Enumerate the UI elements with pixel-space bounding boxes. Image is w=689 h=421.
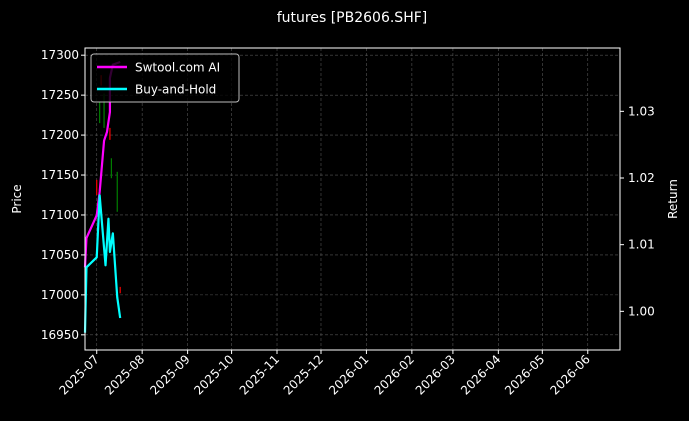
- chart-title: futures [PB2606.SHF]: [277, 10, 428, 26]
- y-tick-label-left: 17250: [41, 88, 79, 102]
- x-tick-label: 2026-05: [502, 352, 547, 397]
- y-axis-label-right: Return: [666, 179, 680, 219]
- x-tick-label: 2025-10: [191, 352, 236, 397]
- y-tick-label-right: 1.02: [628, 171, 655, 185]
- y-tick-label-left: 17150: [41, 168, 79, 182]
- legend-label-swtool: Swtool.com AI: [135, 61, 220, 75]
- candles: [96, 75, 121, 294]
- y-tick-label-left: 17050: [41, 248, 79, 262]
- x-tick-label: 2026-01: [326, 352, 371, 397]
- series-line-buy-and-hold: [83, 194, 122, 333]
- series-lines: [83, 60, 122, 333]
- y-tick-label-left: 17000: [41, 288, 79, 302]
- legend: Swtool.com AI Buy-and-Hold: [90, 53, 240, 103]
- x-tick-label: 2025-07: [56, 352, 101, 397]
- x-tick-label: 2025-08: [102, 352, 147, 397]
- x-tick-label: 2025-09: [147, 352, 192, 397]
- plot-frame: [84, 47, 621, 351]
- x-tick-label: 2026-04: [458, 352, 503, 397]
- x-tick-label: 2025-11: [237, 352, 282, 397]
- y-tick-label-right: 1.01: [628, 238, 655, 252]
- y-tick-label-left: 17200: [41, 128, 79, 142]
- y-tick-label-left: 17300: [41, 48, 79, 62]
- y-tick-label-left: 16950: [41, 328, 79, 342]
- y-axis-label-left: Price: [10, 184, 24, 213]
- y-tick-label-right: 1.00: [628, 304, 655, 318]
- x-tick-label: 2026-06: [548, 352, 593, 397]
- x-tick-label: 2025-12: [281, 352, 326, 397]
- grid: [85, 48, 620, 350]
- y-tick-label-right: 1.03: [628, 104, 655, 118]
- y-tick-label-left: 17100: [41, 208, 79, 222]
- legend-label-buy-and-hold: Buy-and-Hold: [135, 83, 216, 97]
- x-tick-label: 2026-02: [372, 352, 417, 397]
- x-tick-label: 2026-03: [413, 352, 458, 397]
